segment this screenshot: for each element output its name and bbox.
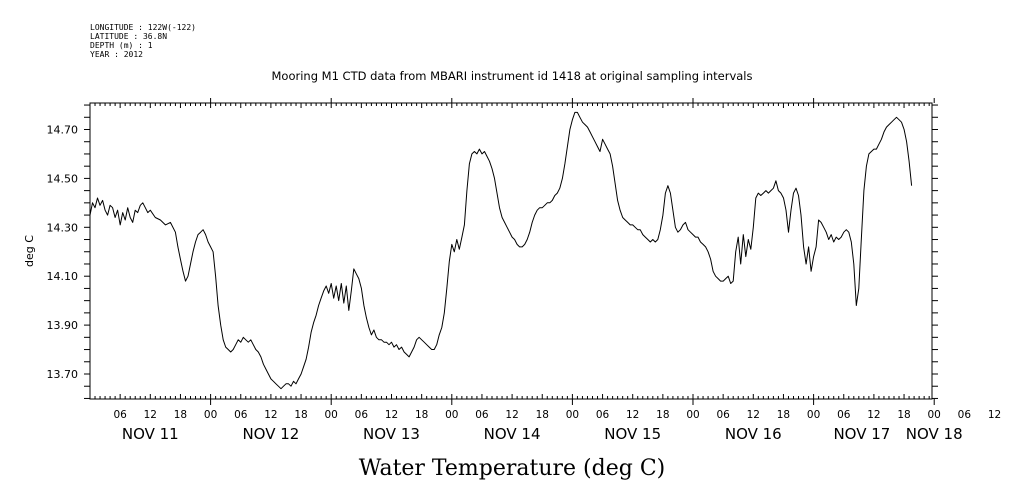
x-day-label: NOV 12 <box>242 425 299 443</box>
chart-title: Mooring M1 CTD data from MBARI instrumen… <box>272 69 753 83</box>
x-day-label: NOV 13 <box>363 425 420 443</box>
y-tick-label: 13.90 <box>47 319 79 332</box>
x-day-label: NOV 15 <box>604 425 661 443</box>
x-tick-label: 06 <box>596 409 610 421</box>
x-tick-label: 12 <box>264 409 277 421</box>
x-tick-label: 06 <box>716 409 730 421</box>
x-day-label: NOV 18 <box>906 425 963 443</box>
x-tick-label: 12 <box>988 409 1001 421</box>
x-tick-label: 18 <box>897 409 910 421</box>
y-tick-label: 14.50 <box>47 172 79 185</box>
x-tick-label: 18 <box>415 409 428 421</box>
x-tick-label: 00 <box>445 409 458 421</box>
x-day-label: NOV 16 <box>725 425 782 443</box>
depth-label: DEPTH (m) : 1 <box>90 41 153 50</box>
tick-labels-layer: 14.70 14.50 14.30 14.10 13.90 13.70 06 12 18 00 06… <box>47 124 1002 444</box>
x-tick-label: 12 <box>505 409 518 421</box>
x-tick-label: 00 <box>325 409 338 421</box>
series-layer <box>89 111 913 390</box>
series-line <box>89 111 913 390</box>
x-tick-label: 18 <box>777 409 790 421</box>
x-tick-label: 12 <box>867 409 880 421</box>
x-tick-label: 18 <box>294 409 307 421</box>
y-tick-label: 14.70 <box>47 124 79 137</box>
x-tick-label: 12 <box>385 409 398 421</box>
x-tick-label: 12 <box>747 409 760 421</box>
x-tick-label: 00 <box>807 409 820 421</box>
x-tick-label: 00 <box>686 409 699 421</box>
x-tick-label: 00 <box>204 409 217 421</box>
x-tick-label: 06 <box>234 409 248 421</box>
y-tick-label: 14.10 <box>47 270 79 283</box>
x-tick-label: 00 <box>928 409 941 421</box>
longitude-label: LONGITUDE : 122W(-122) <box>90 23 196 32</box>
latitude-label: LATITUDE : 36.8N <box>90 32 167 41</box>
x-tick-label: 00 <box>566 409 579 421</box>
x-tick-label: 06 <box>837 409 851 421</box>
x-tick-label: 06 <box>475 409 489 421</box>
y-tick-label: 14.30 <box>47 221 79 234</box>
x-tick-label: 18 <box>174 409 187 421</box>
x-tick-label: 12 <box>626 409 639 421</box>
x-day-label: NOV 11 <box>122 425 179 443</box>
x-tick-label: 18 <box>656 409 669 421</box>
plot-frame <box>89 102 933 400</box>
axes-layer <box>84 98 938 405</box>
x-tick-label: 06 <box>355 409 369 421</box>
y-tick-label: 13.70 <box>47 368 79 381</box>
x-tick-label: 18 <box>536 409 549 421</box>
x-tick-label: 06 <box>113 409 127 421</box>
y-axis-label: deg C <box>23 235 36 267</box>
x-day-label: NOV 14 <box>484 425 541 443</box>
x-tick-label: 12 <box>144 409 157 421</box>
x-day-label: NOV 17 <box>833 425 890 443</box>
x-tick-label: 06 <box>958 409 972 421</box>
year-label: YEAR : 2012 <box>90 50 143 59</box>
x-axis-label: Water Temperature (deg C) <box>359 456 666 481</box>
